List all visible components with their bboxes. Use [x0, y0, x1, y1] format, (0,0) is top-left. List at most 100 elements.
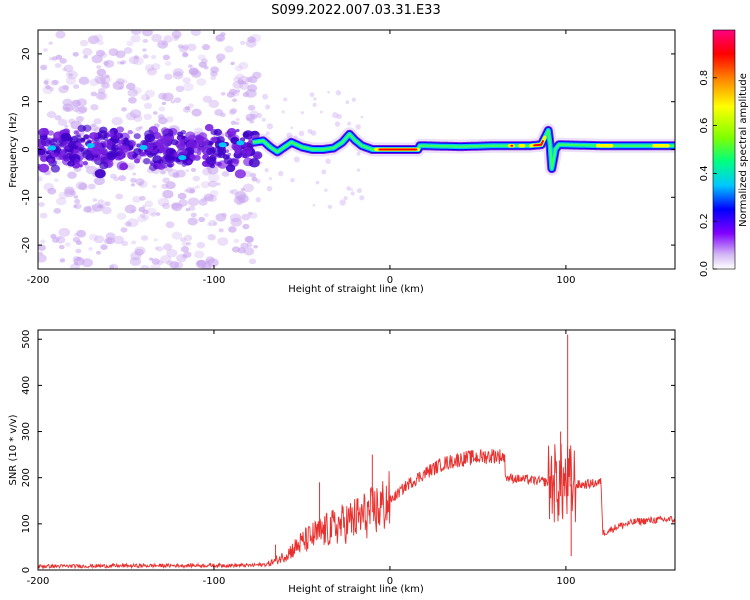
spectrogram-band-blob	[48, 138, 58, 146]
spectrogram-noise-blob	[72, 51, 79, 57]
spectrogram-noise-blob	[65, 106, 71, 111]
spectrogram-noise-blob	[159, 169, 167, 175]
spectrogram-noise-blob	[90, 104, 99, 111]
spectrogram-band-blob	[170, 139, 179, 146]
spectrogram-noise-blob	[208, 180, 218, 188]
spectrogram-noise-blob	[182, 82, 194, 92]
spectrogram-noise-blob	[161, 42, 166, 46]
spectrogram-noise-blob	[230, 61, 235, 66]
spectrogram-noise-blob	[138, 125, 143, 130]
spectrogram-noise-blob	[113, 176, 120, 182]
spectrogram-band-blob	[99, 147, 108, 155]
spectrogram-noise-blob	[63, 64, 74, 73]
spectrogram-band-blob	[156, 138, 165, 146]
spectrogram-band-blob	[186, 140, 197, 149]
spectrogram-x-label: Height of straight line (km)	[288, 284, 424, 295]
spectrogram-y-tick-label: 10	[21, 95, 32, 108]
snr-series-line	[38, 443, 675, 570]
spectrogram-band-blob	[144, 143, 154, 152]
spectrogram-noise-blob	[360, 115, 364, 119]
spectrogram-noise-blob	[127, 88, 139, 97]
spectrogram-noise-blob	[92, 198, 98, 202]
spectrogram-noise-blob	[188, 188, 196, 194]
chart-title: S099.2022.007.03.31.E33	[271, 3, 440, 18]
spectrogram-band-blob	[91, 141, 103, 151]
spectrogram-noise-blob	[58, 227, 71, 237]
spectrogram-band-blob	[73, 130, 79, 135]
spectrogram-noise-blob	[38, 202, 45, 207]
spectrogram-noise-blob	[143, 113, 152, 121]
spectrogram-band-blob	[60, 134, 66, 139]
spectrogram-noise-blob	[73, 204, 78, 208]
spectrogram-noise-blob	[182, 106, 191, 113]
spectrogram-noise-blob	[309, 92, 315, 98]
spectrogram-noise-blob	[248, 212, 258, 219]
spectrogram-spot	[218, 142, 227, 148]
spectrogram-band-blob	[213, 128, 223, 136]
spectrogram-noise-blob	[144, 89, 156, 98]
spectrogram-band-blob	[82, 124, 92, 132]
spectrogram-band-blob	[185, 131, 196, 141]
spectrogram-noise-blob	[198, 216, 206, 223]
spectrogram-noise-blob	[161, 101, 167, 106]
spectrogram-noise-blob	[118, 86, 124, 90]
spectrogram-noise-blob	[58, 244, 65, 250]
spectrogram-noise-blob	[290, 126, 294, 130]
spectrogram-noise-blob	[281, 110, 285, 114]
spectrogram-noise-blob	[220, 92, 226, 96]
spectrogram-noise-blob	[312, 203, 316, 207]
spectrogram-noise-blob	[217, 237, 229, 246]
spectrogram-band-blob	[198, 137, 210, 147]
spectrogram-noise-blob	[87, 35, 100, 45]
spectrogram-noise-blob	[118, 175, 127, 182]
spectrogram-band-blob	[88, 135, 92, 139]
spectrogram-noise-blob	[195, 185, 201, 189]
spectrogram-noise-blob	[336, 113, 342, 120]
spectrogram-noise-blob	[113, 235, 125, 245]
spectrogram-noise-blob	[38, 176, 43, 182]
spectrogram-noise-blob	[59, 258, 66, 263]
spectrogram-noise-blob	[151, 258, 160, 265]
spectrogram-noise-blob	[126, 82, 136, 91]
spectrogram-noise-blob	[154, 246, 159, 250]
spectrogram-noise-blob	[177, 44, 184, 49]
colorbar-gradient	[712, 29, 736, 270]
spectrogram-noise-blob	[126, 218, 139, 228]
spectrogram-noise-blob	[116, 212, 127, 220]
spectrogram-band-blob	[47, 158, 54, 164]
spectrogram-noise-blob	[140, 235, 149, 241]
spectrogram-band-blob	[140, 139, 149, 147]
spectrogram-noise-blob	[207, 222, 212, 227]
snr-y-tick-label: 500	[21, 330, 32, 349]
spectrogram-noise-blob	[343, 196, 348, 201]
spectrogram-noise-blob	[186, 187, 195, 194]
spectrogram-noise-blob	[187, 197, 200, 207]
spectrogram-noise-blob	[152, 184, 157, 189]
spectrogram-band-blob	[127, 129, 133, 135]
spectrogram-band-blob	[209, 164, 215, 169]
spectrogram-noise-blob	[245, 76, 253, 83]
spectrogram-noise-blob	[226, 91, 235, 98]
spectrogram-noise-blob	[345, 100, 350, 105]
spectrogram-noise-blob	[214, 109, 224, 116]
spectrogram-noise-blob	[181, 254, 188, 259]
spectrogram-noise-blob	[88, 233, 98, 241]
spectrogram-noise-blob	[230, 217, 243, 227]
spectrogram-noise-blob	[192, 186, 197, 190]
spectrogram-noise-blob	[321, 169, 327, 175]
spectrogram-noise-blob	[71, 99, 81, 107]
spectrogram-noise-blob	[153, 111, 158, 115]
spectrogram-noise-blob	[173, 97, 182, 103]
spectrogram-noise-blob	[250, 173, 257, 178]
spectrogram-noise-blob	[217, 58, 223, 63]
spectrogram-band-blob	[133, 148, 142, 156]
spectrogram-band-blob	[205, 156, 217, 166]
spectrogram-noise-blob	[238, 75, 250, 85]
snr-frame	[37, 329, 676, 571]
colorbar-tick-label: 0.4	[699, 165, 710, 181]
spectrogram-noise-blob	[151, 63, 161, 71]
spectrogram-noise-blob	[116, 61, 122, 65]
spectrogram-noise-blob	[150, 263, 161, 269]
spectrogram-band-blob	[144, 130, 155, 139]
spectrogram-noise-blob	[132, 87, 142, 95]
